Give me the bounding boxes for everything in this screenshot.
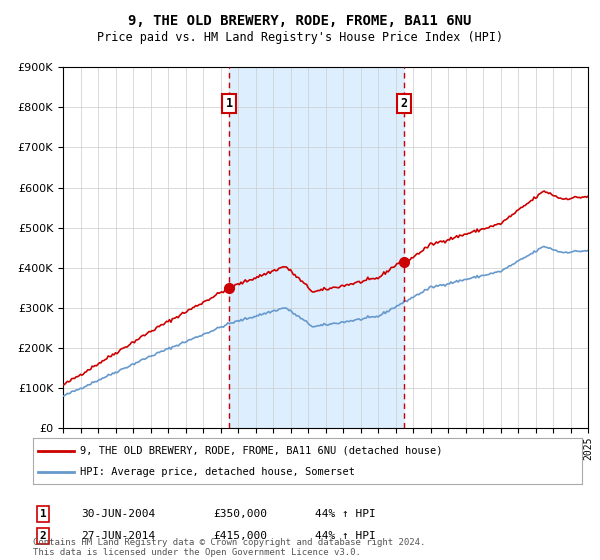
Text: 27-JUN-2014: 27-JUN-2014	[81, 531, 155, 541]
Bar	[229, 67, 404, 428]
Text: 44% ↑ HPI: 44% ↑ HPI	[315, 509, 376, 519]
Text: 30-JUN-2004: 30-JUN-2004	[81, 509, 155, 519]
Text: 1: 1	[40, 509, 47, 519]
Text: HPI: Average price, detached house, Somerset: HPI: Average price, detached house, Some…	[80, 467, 355, 477]
Text: 2: 2	[401, 97, 408, 110]
Text: 9, THE OLD BREWERY, RODE, FROME, BA11 6NU (detached house): 9, THE OLD BREWERY, RODE, FROME, BA11 6N…	[80, 446, 442, 456]
Text: £350,000: £350,000	[213, 509, 267, 519]
Text: 2: 2	[40, 531, 47, 541]
Text: Contains HM Land Registry data © Crown copyright and database right 2024.
This d: Contains HM Land Registry data © Crown c…	[33, 538, 425, 557]
Text: 9, THE OLD BREWERY, RODE, FROME, BA11 6NU: 9, THE OLD BREWERY, RODE, FROME, BA11 6N…	[128, 14, 472, 28]
Text: Price paid vs. HM Land Registry's House Price Index (HPI): Price paid vs. HM Land Registry's House …	[97, 31, 503, 44]
Text: 1: 1	[226, 97, 233, 110]
Text: 44% ↑ HPI: 44% ↑ HPI	[315, 531, 376, 541]
Text: £415,000: £415,000	[213, 531, 267, 541]
